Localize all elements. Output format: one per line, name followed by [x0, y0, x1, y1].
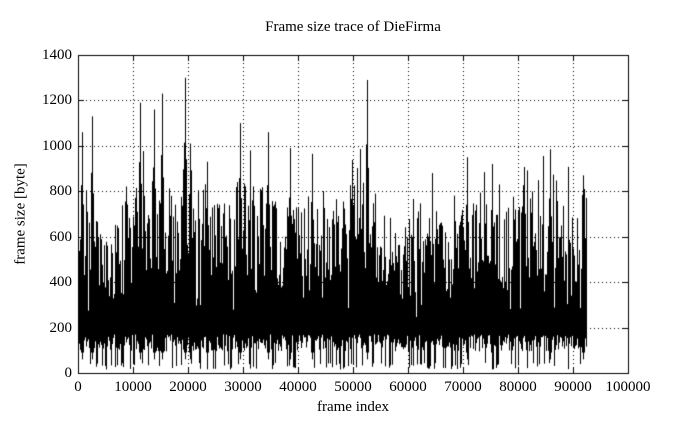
y-tick-label: 400 — [49, 274, 73, 290]
x-tick-label: 50000 — [334, 379, 372, 395]
x-axis-label: frame index — [316, 399, 390, 415]
x-tick-label: 0 — [74, 379, 82, 395]
x-tick-label: 70000 — [444, 379, 482, 395]
x-tick-label: 40000 — [279, 379, 317, 395]
x-tick-label: 10000 — [114, 379, 152, 395]
y-tick-label: 800 — [49, 183, 73, 199]
x-tick-label: 30000 — [224, 379, 262, 395]
y-tick-label: 1400 — [42, 47, 72, 63]
x-tick-label: 90000 — [554, 379, 592, 395]
y-tick-label: 0 — [64, 365, 73, 381]
y-axis-label: frame size [byte] — [12, 163, 29, 265]
y-tick-label: 600 — [49, 229, 73, 245]
y-tick-label: 200 — [49, 320, 73, 336]
y-tick-label: 1000 — [42, 138, 72, 154]
y-tick-label: 1200 — [42, 92, 72, 108]
x-tick-label: 60000 — [389, 379, 427, 395]
chart-title: Frame size trace of DieFirma — [265, 19, 441, 35]
x-tick-label: 80000 — [499, 379, 537, 395]
x-tick-label: 100000 — [605, 379, 651, 395]
x-tick-label: 20000 — [169, 379, 207, 395]
